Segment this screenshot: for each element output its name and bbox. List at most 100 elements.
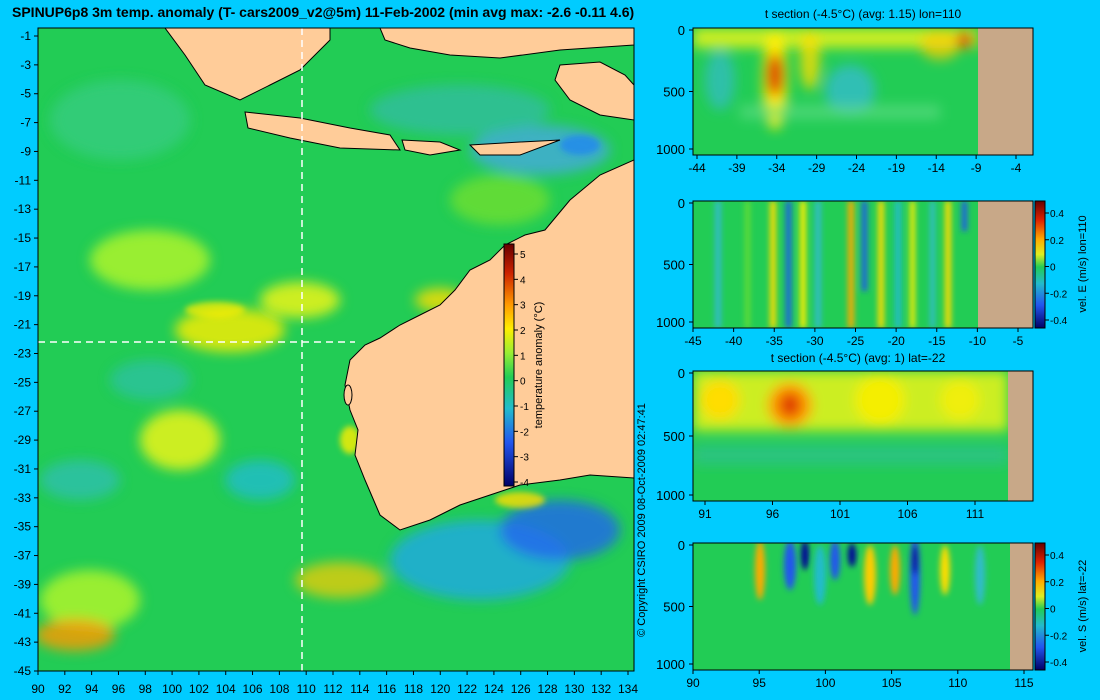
section-x-tick-label: -15 [928,334,946,348]
vel-e-colorbar: 0.4 0.2 0 -0.2 -0.4 vel. E (m/s) lon=110 [1034,200,1089,329]
section-x-tick-label: -19 [888,161,906,175]
lat-tick-label: -1 [20,29,31,43]
copyright-text: © Copyright CSIRO 2009 08-Oct-2009 02:47… [636,403,648,637]
section-x-tick-label: -25 [847,334,865,348]
section-x-tick-label: 96 [766,507,780,521]
lon-tick-label: 108 [269,682,289,696]
lat-tick-label: -23 [14,347,32,361]
lat-tick-label: -33 [14,491,32,505]
lat-tick-label: -5 [20,87,31,101]
section-x-tick-label: -9 [971,161,982,175]
vel-cbar-tick: -0.2 [1050,631,1068,642]
lon-tick-label: 112 [323,682,342,696]
lon-tick-label: 116 [377,682,396,696]
page-title: SPINUP6p8 3m temp. anomaly (T- cars2009_… [12,4,635,20]
lat-tick-label: -19 [14,289,32,303]
lat-tick-label: -27 [14,404,32,418]
lon-tick-label: 122 [457,682,477,696]
depth-tick-label: 500 [663,85,685,100]
section-panel-1: t section (-4.5°C) (avg: 1.15) lon=110 0… [656,7,1034,175]
section-x-tick-label: -39 [728,161,746,175]
lat-tick-label: -35 [14,520,32,534]
lon-tick-label: 126 [511,682,531,696]
temp-cbar-tick: 0 [520,377,526,388]
depth-tick-label: 500 [663,600,685,615]
section-x-tick-label: 115 [1014,676,1033,690]
section-x-tick-label: -30 [806,334,824,348]
depth-tick-label: 500 [663,429,685,444]
vel-e-colorbar-label: vel. E (m/s) lon=110 [1077,215,1089,312]
temp-cbar-tick: -2 [520,427,529,438]
section-x-tick-label: 111 [966,507,985,521]
section-x-tick-label: 105 [882,676,902,690]
section-x-tick-label: 95 [753,676,767,690]
lat-tick-label: -31 [14,462,32,476]
section-x-tick-label: -14 [928,161,946,175]
lon-tick-label: 110 [297,682,316,696]
lon-tick-label: 114 [350,682,369,696]
temp-cbar-tick: 2 [520,326,526,337]
section-x-tick-label: 90 [686,676,700,690]
lat-tick-label: -7 [20,116,31,130]
lat-tick-label: -15 [14,231,32,245]
section-x-tick-label: -34 [768,161,786,175]
vel-cbar-tick: 0 [1050,263,1056,274]
temp-cbar-tick: -4 [520,478,529,489]
depth-tick-label: 0 [678,538,685,553]
lon-tick-label: 102 [189,682,209,696]
lat-tick-label: -41 [14,606,32,620]
lon-tick-label: 106 [243,682,263,696]
section-panel-3: t section (-4.5°C) (avg: 1) lat=-22 0 500… [656,351,1034,521]
section-x-tick-label: -29 [808,161,826,175]
lat-tick-label: -39 [14,577,32,591]
depth-tick-label: 0 [678,196,685,211]
temp-cbar-tick: 1 [520,351,526,362]
section-x-tick-label: -4 [1011,161,1022,175]
section-x-tick-label: 101 [830,507,850,521]
lon-tick-label: 96 [112,682,126,696]
section-x-tick-label: 106 [897,507,917,521]
lon-tick-label: 128 [538,682,558,696]
vel-cbar-tick: 0.4 [1050,551,1064,562]
temperature-colorbar: 5 4 3 2 1 0 -1 -2 -3 -4 temperature anomaly (°C) [503,243,545,489]
lat-tick-label: -37 [14,549,32,563]
lon-tick-label: 118 [404,682,423,696]
map-lon-axis: 90 92 94 96 98 100 102 104 106 108 110 112 114 116 118… [31,671,638,696]
lat-tick-label: -29 [14,433,32,447]
lon-tick-label: 98 [139,682,153,696]
vel-cbar-tick: 0 [1050,605,1056,616]
vel-cbar-tick: 0.2 [1050,236,1064,247]
lon-tick-label: 104 [216,682,236,696]
land-indonesia [164,28,634,156]
lat-tick-label: -43 [14,635,32,649]
lon-tick-label: 130 [564,682,584,696]
vel-cbar-tick: -0.4 [1050,658,1068,669]
vel-cbar-tick: -0.4 [1050,316,1068,327]
lat-tick-label: -21 [14,318,32,332]
lat-tick-label: -17 [14,260,32,274]
lon-tick-label: 94 [85,682,99,696]
section-x-tick-label: -35 [766,334,784,348]
section-x-tick-label: -45 [684,334,702,348]
lon-tick-label: 100 [162,682,182,696]
lat-tick-label: -3 [20,58,31,72]
lon-tick-label: 134 [618,682,638,696]
section-x-tick-label: -24 [848,161,866,175]
vel-cbar-tick: -0.2 [1050,289,1068,300]
section-x-tick-label: 100 [815,676,835,690]
vel-cbar-tick: 0.4 [1050,209,1064,220]
lon-tick-label: 132 [591,682,611,696]
vel-s-colorbar: 0.4 0.2 0 -0.2 -0.4 vel. S (m/s) lat=-22 [1034,542,1089,671]
temp-cbar-tick: 3 [520,301,526,312]
lat-tick-label: -9 [20,144,31,158]
section-x-tick-label: -10 [969,334,987,348]
temp-cbar-tick: -1 [520,402,529,413]
panel-1-title: t section (-4.5°C) (avg: 1.15) lon=110 [765,7,962,21]
depth-tick-label: 1000 [656,142,685,157]
depth-tick-label: 500 [663,258,685,273]
lat-tick-label: -45 [14,664,32,678]
lon-tick-label: 124 [484,682,504,696]
lon-tick-label: 90 [31,682,45,696]
